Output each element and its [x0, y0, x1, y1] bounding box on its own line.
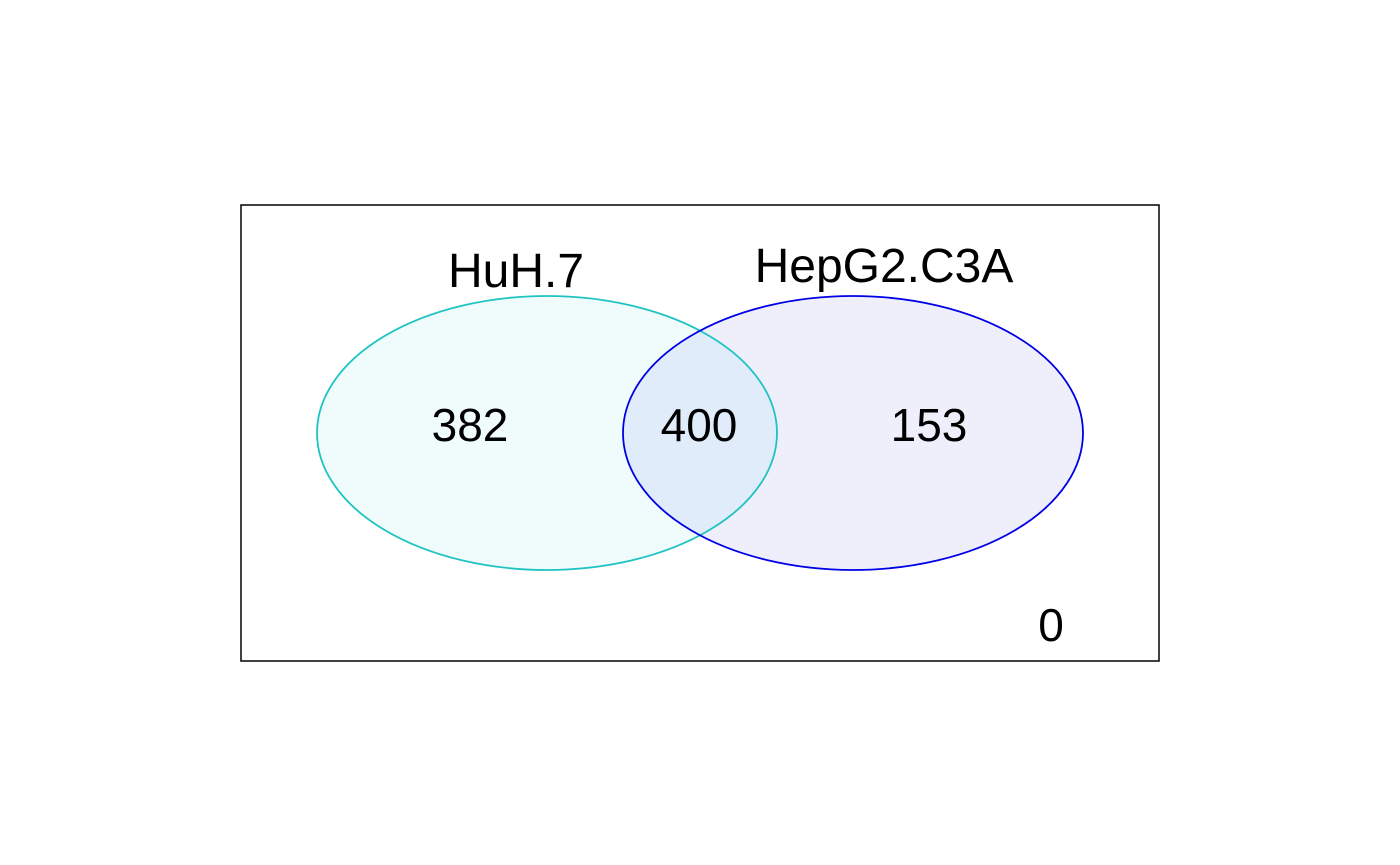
overlap-region — [623, 296, 777, 570]
huh7-set-outline — [316, 295, 778, 571]
hepg2-set-label: HepG2.C3A — [755, 240, 1014, 293]
hepg2-only-count: 153 — [891, 399, 968, 451]
intersection-count: 400 — [661, 399, 738, 451]
huh7-set-label: HuH.7 — [448, 245, 584, 298]
universe-box — [240, 204, 1160, 662]
huh7-only-count: 382 — [432, 399, 509, 451]
neither-count: 0 — [1038, 599, 1064, 651]
hepg2-set-outline — [622, 295, 1084, 571]
